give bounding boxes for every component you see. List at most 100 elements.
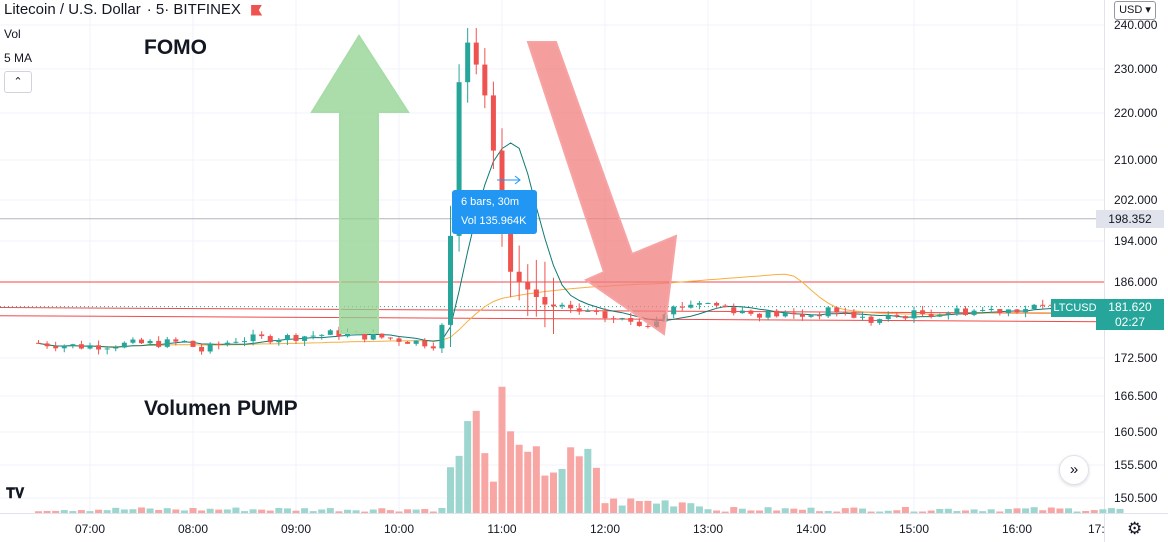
candle-body (113, 347, 119, 349)
candle-body (559, 304, 565, 307)
chevron-down-icon: ▾ (1145, 4, 1151, 16)
candle-body (1023, 309, 1029, 313)
hover-price-label: 198.352 (1096, 210, 1164, 228)
candle-body (199, 346, 205, 352)
candle-body (928, 313, 934, 317)
candle-body (576, 308, 582, 312)
volume-bar (232, 507, 240, 513)
tooltip-volume: Vol 135.964K (461, 215, 527, 227)
candle-body (705, 302, 711, 304)
candle-body (1031, 304, 1037, 310)
candle-body (164, 339, 170, 347)
volume-bar (223, 509, 231, 513)
candle-body (439, 324, 445, 349)
candle-body (387, 337, 393, 339)
price-tick-label: 194.000 (1114, 234, 1158, 248)
candle-body (645, 325, 651, 327)
time-tick-label: 09:00 (281, 522, 311, 536)
volume-bar (369, 509, 377, 513)
volume-bar (189, 507, 197, 513)
measure-tooltip: 6 bars, 30m Vol 135.964K (452, 190, 537, 234)
volume-bar (472, 410, 480, 513)
symbol-header[interactable]: Litecoin / U.S. Dollar · 5· BITFINEX (4, 1, 263, 18)
candle-body (139, 339, 144, 344)
volume-bar (962, 510, 969, 513)
volume-bar (678, 502, 686, 513)
volume-bar (773, 510, 781, 513)
volume-bar (86, 511, 94, 513)
volume-bar (112, 507, 120, 513)
currency-button[interactable]: USD ▾ (1114, 1, 1156, 20)
volumen-pump-annotation: Volumen PUMP (144, 397, 298, 420)
candle-body (70, 344, 76, 346)
candle-body (53, 346, 59, 349)
volume-bar (1047, 507, 1055, 513)
time-tick-label: 16:00 (1002, 522, 1032, 536)
time-tick-label: 14:00 (796, 522, 826, 536)
candle-body (731, 307, 737, 314)
volume-bar (447, 467, 454, 513)
candle-body (842, 311, 848, 313)
volume-bar (138, 507, 145, 513)
volume-bar (1107, 508, 1115, 513)
candle-body (808, 315, 814, 317)
volume-bar (335, 511, 343, 513)
candle-body (1005, 309, 1011, 314)
volume-bar (77, 510, 85, 513)
flag-icon[interactable] (251, 4, 263, 16)
candle-body (490, 95, 496, 151)
candle-body (765, 310, 771, 318)
ma-legend[interactable]: 5 MA (4, 51, 33, 65)
volume-bar (747, 510, 755, 513)
volume-bar (378, 508, 386, 513)
volume-bar (258, 509, 266, 513)
volume-bar (627, 498, 635, 513)
volume-bar (661, 500, 669, 513)
candle-body (456, 82, 462, 236)
candle-body (181, 340, 187, 342)
tradingview-logo[interactable]: 𝐓𝐕 (6, 485, 25, 501)
volume-bar (584, 448, 592, 513)
volume-bar (721, 511, 729, 513)
price-tick-label: 166.500 (1114, 389, 1158, 403)
volume-bar (429, 511, 437, 513)
candle-body (542, 297, 548, 305)
candle-body (448, 235, 453, 325)
double-chevron-right-icon: » (1069, 461, 1079, 478)
candle-body (945, 313, 951, 315)
candle-body (508, 230, 514, 272)
candle-body (396, 338, 402, 342)
candle-body (87, 345, 93, 349)
candle-body (216, 343, 222, 346)
volume-bar (146, 508, 154, 513)
volume-bar (859, 508, 866, 513)
candle-body (310, 335, 316, 337)
candle-body (568, 304, 574, 309)
volume-bar (730, 507, 738, 513)
candle-body (96, 345, 102, 350)
volume-bar (635, 501, 643, 513)
volume-bar (541, 475, 549, 513)
volume-bar (129, 509, 137, 513)
volume-bar (670, 506, 678, 513)
candle-body (696, 303, 702, 305)
time-tick-label: 12:00 (590, 522, 620, 536)
candle-body (834, 307, 840, 312)
candle-body (619, 318, 625, 320)
volume-bar (1073, 511, 1081, 513)
volume-bar (532, 446, 540, 513)
volume-bar (1056, 508, 1064, 513)
candle-body (748, 310, 754, 314)
volume-bar (1039, 510, 1047, 513)
volume-bar (386, 510, 394, 513)
volume-bar (713, 510, 721, 513)
volume-bar (567, 447, 575, 513)
vol-legend[interactable]: Vol (4, 27, 21, 41)
collapse-legend-button[interactable]: ⌃ (4, 71, 32, 93)
gear-icon[interactable]: ⚙ (1127, 519, 1143, 538)
scroll-to-realtime-button[interactable]: » (1059, 455, 1089, 485)
volume-bar (601, 503, 609, 513)
candle-body (799, 314, 805, 317)
volume-bar (60, 510, 68, 513)
